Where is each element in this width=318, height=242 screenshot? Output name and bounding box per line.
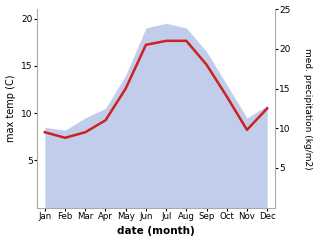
Y-axis label: med. precipitation (kg/m2): med. precipitation (kg/m2) bbox=[303, 48, 313, 169]
Y-axis label: max temp (C): max temp (C) bbox=[5, 75, 16, 142]
X-axis label: date (month): date (month) bbox=[117, 227, 195, 236]
